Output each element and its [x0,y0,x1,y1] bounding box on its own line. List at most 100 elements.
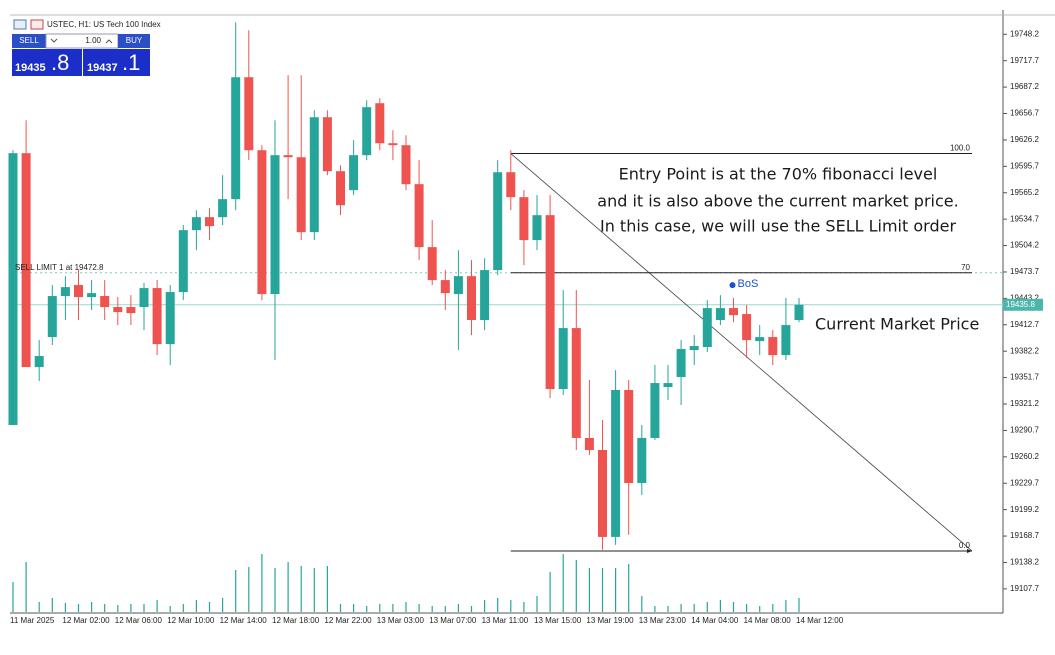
candle-body [178,230,188,293]
candle-body [375,103,385,144]
plot [8,22,1003,612]
lot-value[interactable]: 1.00 [85,36,101,45]
candle-body [362,107,372,156]
bos-marker [729,282,736,289]
candle-body [558,328,568,390]
candle-body [165,292,175,345]
symbol-title: USTEC, H1: US Tech 100 Index [47,20,161,29]
x-tick-label: 12 Mar 02:00 [62,616,110,625]
fib-trendline [510,153,973,552]
candle-body [414,184,424,248]
bos-label: BoS [738,278,759,290]
candle-body [427,247,437,281]
y-tick-label: 19260.2 [1010,452,1039,461]
annotation: Current Market Price [815,315,979,334]
icon [30,19,44,30]
buy-button[interactable] [118,34,150,48]
candle-body [689,346,699,351]
x-tick-label: 13 Mar 15:00 [534,616,582,625]
sell-price-box[interactable] [12,49,82,76]
annotation: and it is also above the current market … [597,192,958,211]
x-tick-label: 12 Mar 18:00 [272,616,320,625]
x-tick-label: 12 Mar 14:00 [220,616,268,625]
x-tick-label: 14 Mar 08:00 [744,616,792,625]
candle-body [191,217,201,231]
candle-body [205,217,214,227]
sell-label[interactable]: SELL [19,36,39,45]
y-tick-label: 19168.7 [1010,531,1039,540]
buy-label[interactable]: BUY [126,36,143,45]
candle-body [676,349,686,377]
candle-body [257,150,267,295]
y-tick-label: 19626.2 [1010,135,1039,144]
candle-body [650,383,660,438]
y-tick-label: 19717.7 [1010,56,1039,65]
candle-body [598,449,607,537]
y-tick-label: 19687.2 [1010,82,1039,91]
x-tick-label: 13 Mar 11:00 [482,616,529,625]
fib-level-label: 70 [961,263,970,272]
candle-body [231,77,241,200]
candle-body [794,304,804,321]
candle-body [8,153,18,425]
candle-body [113,307,123,313]
x-tick-label: 11 Mar 2025 [10,616,55,625]
fib-level-label: 0.0 [959,541,971,550]
lot-down[interactable] [50,38,58,43]
y-tick-label: 19473.7 [1010,267,1039,276]
candle-body [87,293,97,298]
annotation: Entry Point is at the 70% fibonacci leve… [619,165,938,184]
y-tick-label: 19382.2 [1010,346,1039,355]
candle-body [152,288,162,345]
candle-body [480,270,490,321]
y-tick-label: 19321.2 [1010,399,1039,408]
candle-body [729,308,738,316]
candle-body [453,276,463,295]
candle-body [584,437,594,450]
fib-level-label: 100.0 [950,144,971,153]
candle-body [506,172,516,198]
candle-body [624,389,634,483]
candle-body [74,285,83,298]
candle-body [768,337,778,356]
candle-body [388,143,398,146]
y-tick-label: 19229.7 [1010,478,1039,487]
y-tick-label: 19412.7 [1010,320,1039,329]
candle-body [218,199,228,218]
buy-price: 19437 [87,62,118,74]
lot-up[interactable] [105,39,113,44]
candle-body [781,325,791,356]
x-tick-label: 14 Mar 04:00 [691,616,739,625]
y-tick-label: 19565.2 [1010,188,1039,197]
candle-body [47,296,57,338]
candle-body [493,172,503,271]
candle-body [755,337,765,342]
candle-body [126,307,136,314]
sell-limit-label: SELL LIMIT 1 at 19472.8 [15,263,104,272]
candle-body [715,308,725,321]
candle-body [139,288,149,308]
x-tick-label: 12 Mar 22:00 [324,616,372,625]
y-tick-label: 19656.7 [1010,109,1039,118]
candle-body [34,356,44,368]
y-tick-label: 19107.7 [1010,584,1039,593]
buy-price-box[interactable] [83,49,150,76]
candle-body [467,276,476,321]
y-tick-label: 19748.2 [1010,29,1039,38]
candle-body [296,157,306,233]
candle-body [545,215,555,390]
candle-body [60,287,70,297]
sell-price: 19435 [15,62,46,74]
candle-body [401,145,411,185]
y-tick-label: 19504.2 [1010,241,1039,250]
candle-body [532,215,542,241]
sell-button[interactable] [12,34,46,48]
x-tick-label: 13 Mar 23:00 [639,616,687,625]
y-tick-label: 19595.7 [1010,161,1039,170]
y-tick-label: 19199.2 [1010,505,1039,514]
x-tick-label: 13 Mar 19:00 [586,616,634,625]
lot-input[interactable] [45,33,119,49]
x-tick-label: 13 Mar 03:00 [377,616,425,625]
candle-body [663,383,673,388]
